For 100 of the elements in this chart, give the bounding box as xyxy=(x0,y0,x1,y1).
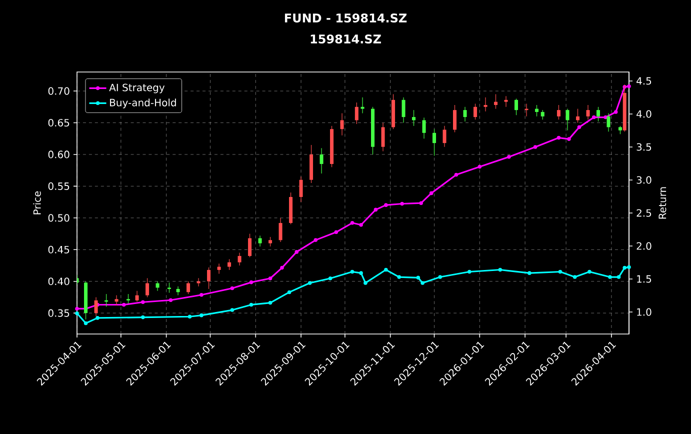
point xyxy=(498,268,502,272)
y2-tick-label: 4.0 xyxy=(636,110,652,118)
point xyxy=(328,276,332,280)
candlestick xyxy=(126,294,130,304)
candlestick xyxy=(596,106,600,122)
candlestick xyxy=(576,108,580,124)
point xyxy=(608,275,612,279)
candlestick xyxy=(114,295,118,306)
point xyxy=(200,313,204,318)
point xyxy=(397,275,402,279)
candlestick xyxy=(268,236,272,247)
point xyxy=(507,154,511,159)
candlestick xyxy=(422,117,426,139)
y2-tick-label: 1.5 xyxy=(637,275,652,283)
y-axis-title: Price xyxy=(33,191,41,214)
chart-subtitle: 159814.SZ xyxy=(310,34,381,44)
point xyxy=(364,281,368,285)
candlestick xyxy=(340,112,344,136)
y2-tick-label: 4.5 xyxy=(636,77,652,85)
candlestick xyxy=(586,104,590,120)
point xyxy=(168,298,173,302)
point xyxy=(294,250,299,254)
point xyxy=(200,292,204,297)
candlestick xyxy=(228,258,232,270)
point xyxy=(268,300,272,305)
candlestick xyxy=(453,104,457,133)
candlestick xyxy=(146,278,150,298)
point xyxy=(249,302,254,307)
point xyxy=(533,145,538,149)
candlestick xyxy=(504,96,508,108)
y2-axis-title: Return xyxy=(658,187,666,219)
point xyxy=(438,275,442,279)
point xyxy=(334,230,338,234)
point xyxy=(420,281,424,285)
candlestick xyxy=(381,122,385,152)
y-tick-label: 0.50 xyxy=(48,214,70,222)
point xyxy=(350,270,354,274)
point xyxy=(384,203,388,207)
point xyxy=(122,302,126,307)
point xyxy=(249,280,254,284)
y-tick-label: 0.35 xyxy=(48,309,70,317)
point xyxy=(140,300,145,304)
candlestick xyxy=(354,102,358,124)
point xyxy=(614,110,618,114)
point xyxy=(350,221,354,225)
point xyxy=(96,316,100,320)
point xyxy=(188,314,192,319)
point xyxy=(528,271,532,275)
candlestick xyxy=(248,233,252,258)
y-tick-label: 0.60 xyxy=(48,150,70,158)
point xyxy=(416,276,420,280)
candlestick xyxy=(412,110,416,126)
point xyxy=(622,266,627,270)
point xyxy=(588,270,592,274)
candlestick xyxy=(514,98,518,116)
point xyxy=(287,290,292,294)
point xyxy=(604,115,608,120)
y2-tick-label: 1.0 xyxy=(637,308,652,316)
candlestick xyxy=(484,97,488,112)
point xyxy=(400,202,404,206)
legend-label: Buy-and-Hold xyxy=(110,98,176,108)
candlestick xyxy=(494,94,498,110)
candlestick xyxy=(135,290,139,302)
point xyxy=(627,265,631,270)
candlestick xyxy=(320,148,324,174)
point xyxy=(75,306,79,311)
candlestick xyxy=(207,267,211,290)
point xyxy=(567,137,571,141)
point xyxy=(75,311,79,316)
chart-title: FUND - 159814.SZ xyxy=(284,13,407,23)
y-tick-label: 0.40 xyxy=(48,278,70,286)
point xyxy=(627,84,631,88)
candlestick xyxy=(474,103,478,120)
y-tick-label: 0.55 xyxy=(48,182,70,190)
y2-tick-label: 3.5 xyxy=(636,143,652,151)
candlestick xyxy=(217,263,221,274)
candlestick xyxy=(402,97,406,124)
candlestick xyxy=(535,104,539,117)
candlestick xyxy=(167,282,172,294)
point xyxy=(230,286,234,290)
point xyxy=(359,271,363,275)
candlestick xyxy=(463,106,467,122)
y-tick-label: 0.70 xyxy=(48,87,70,95)
point xyxy=(478,164,482,169)
legend-label: AI Strategy xyxy=(109,84,165,94)
candlestick xyxy=(442,126,446,148)
candlestick xyxy=(540,110,544,120)
candlestick xyxy=(299,176,303,202)
point xyxy=(359,222,363,227)
point xyxy=(308,281,312,285)
y-tick-label: 0.45 xyxy=(48,246,70,254)
point xyxy=(230,308,234,312)
point xyxy=(280,266,284,270)
y-tick-label: 0.65 xyxy=(48,118,70,127)
point xyxy=(577,125,582,130)
point xyxy=(374,208,378,212)
y2-tick-label: 3.0 xyxy=(636,176,652,184)
candlestick xyxy=(176,286,180,296)
candlestick xyxy=(258,235,262,247)
y2-tick-label: 2.0 xyxy=(636,242,652,250)
